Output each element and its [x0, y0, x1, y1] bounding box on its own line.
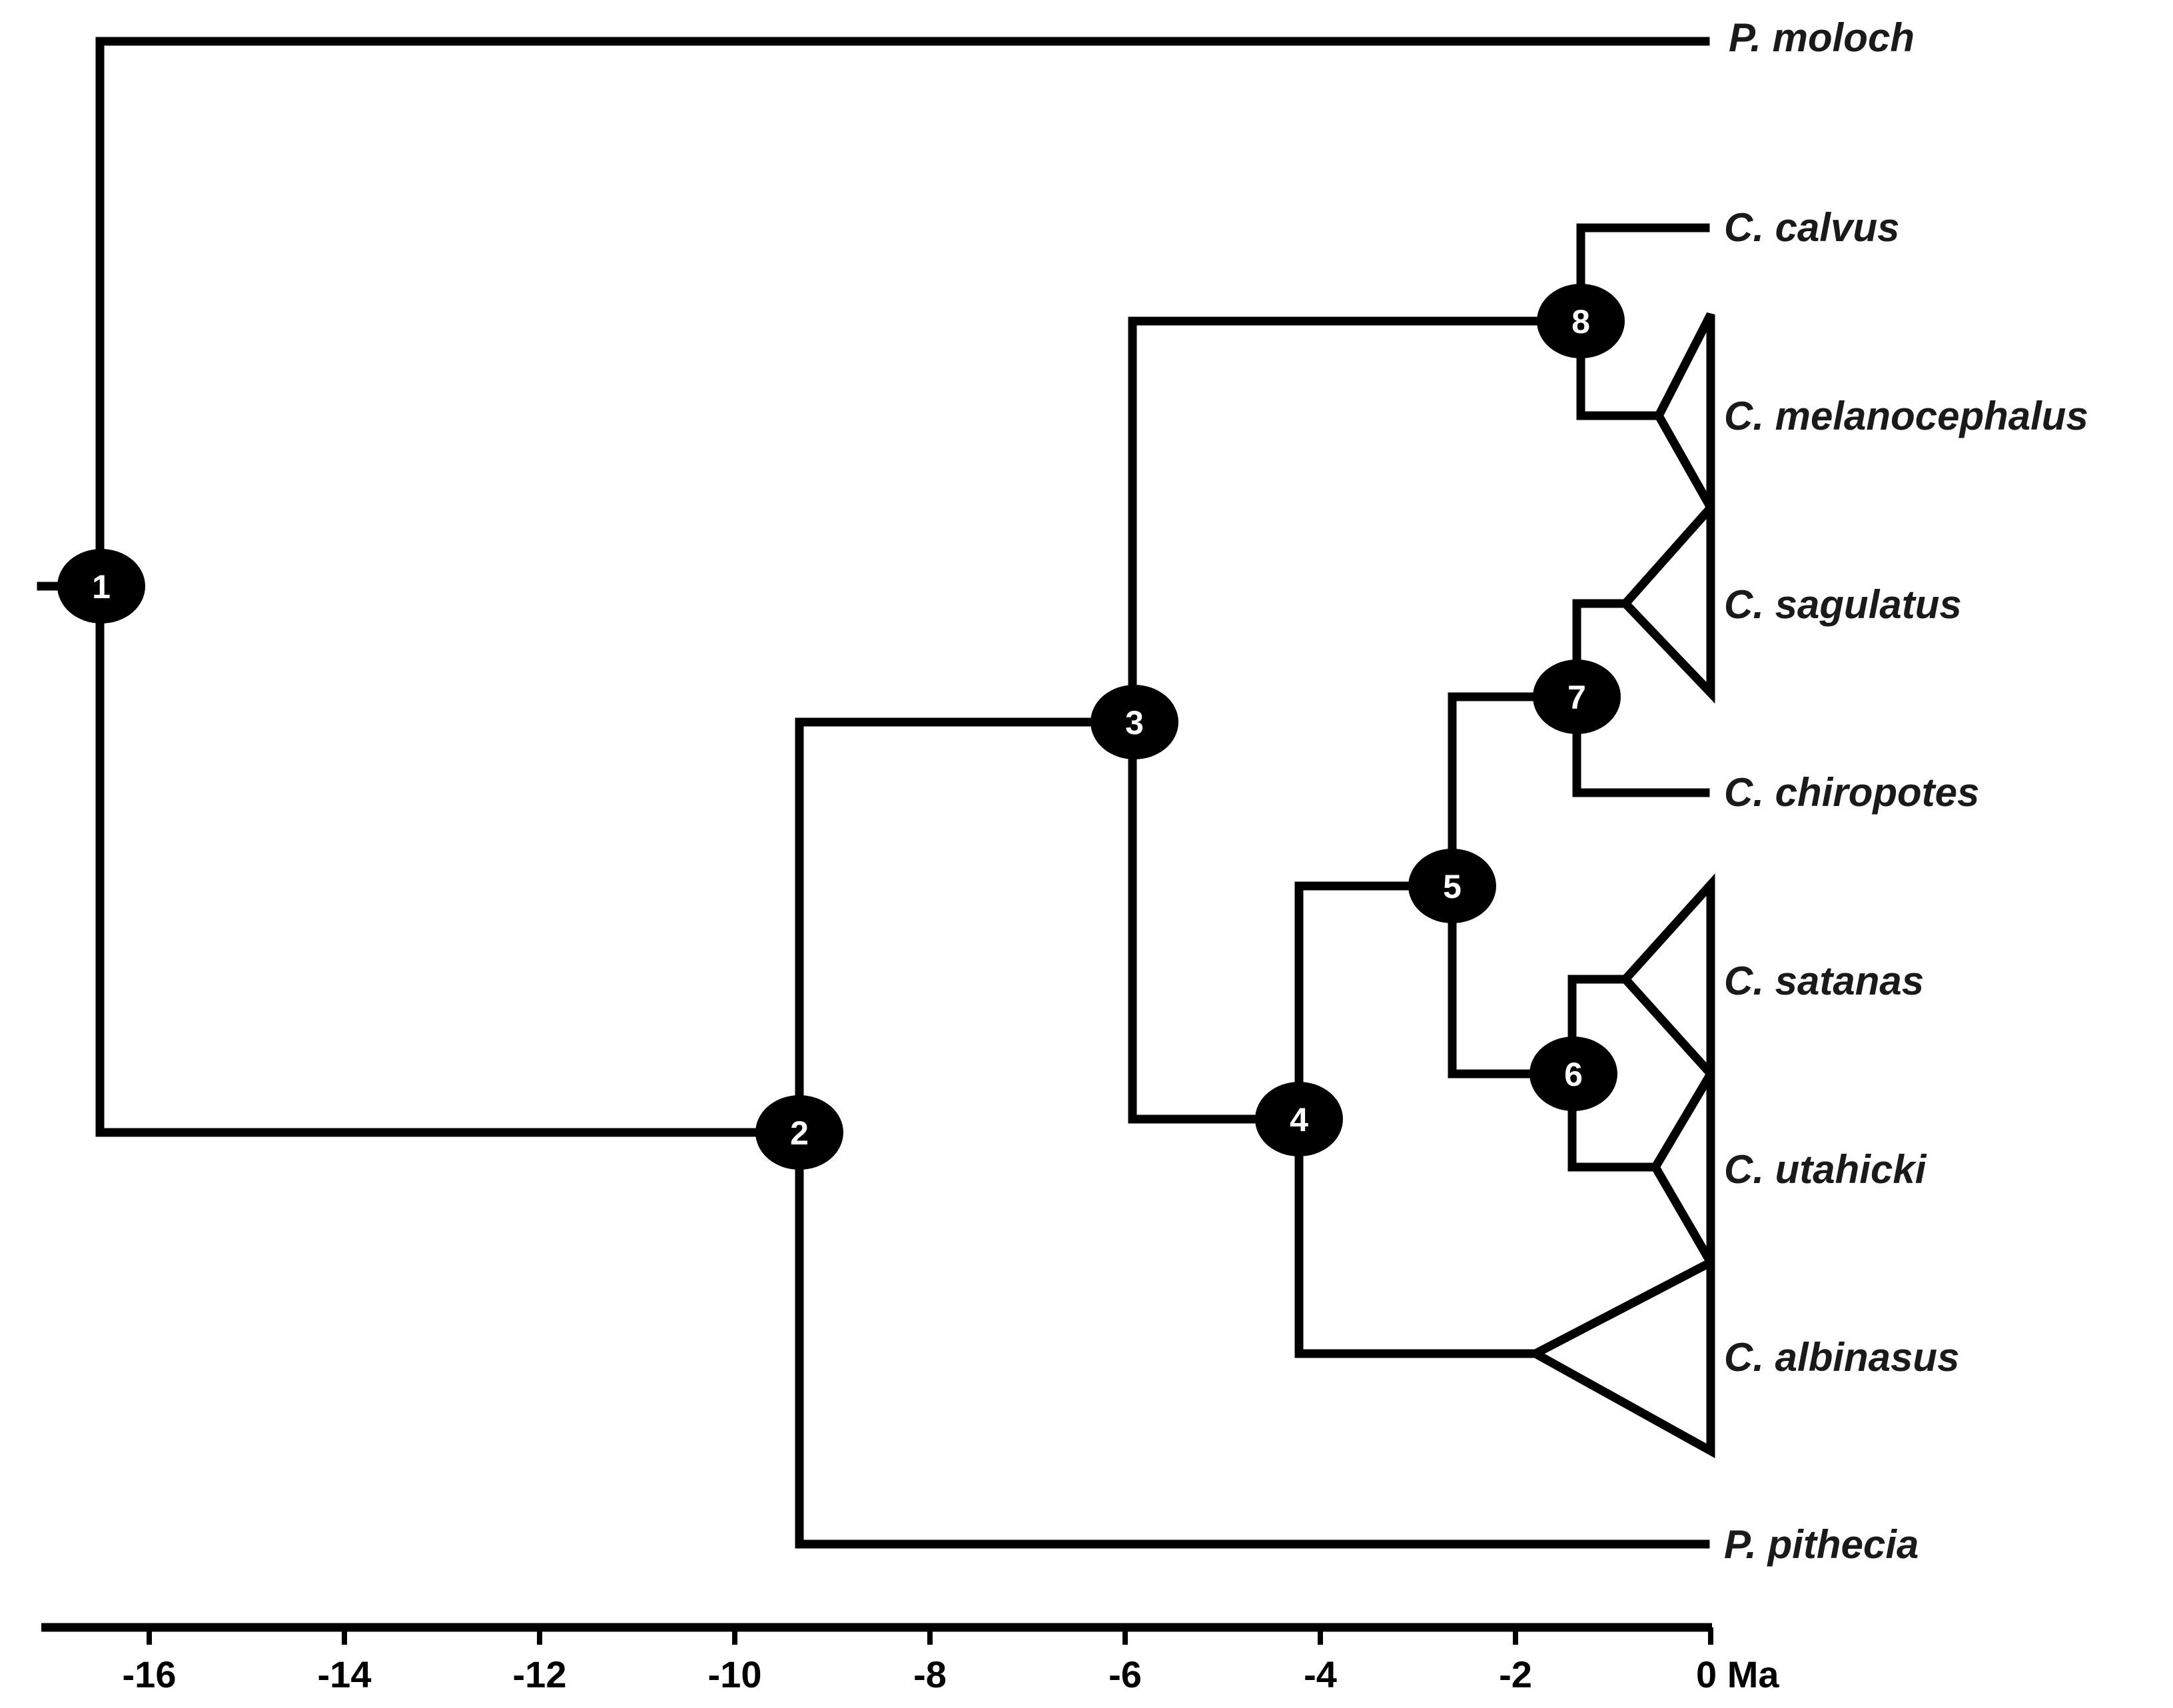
- taxon-label-c-calvus: C. calvus: [1724, 205, 1899, 250]
- taxon-label-c-sagulatus: C. sagulatus: [1724, 582, 1962, 627]
- node-3: 3: [1090, 685, 1178, 759]
- tree-nodes: 1 2 3 4 5 6 7 8: [57, 284, 1625, 1170]
- node-circle: [755, 1095, 843, 1170]
- node-circle: [1529, 1037, 1617, 1111]
- time-axis-tick-labels: -16 -14 -12 -10 -8 -6 -4 -2 0 Ma: [123, 1653, 1780, 1695]
- node-number: 6: [1564, 1056, 1583, 1093]
- time-axis-tick-label: -2: [1499, 1653, 1532, 1695]
- taxon-label-p-pithecia: P. pithecia: [1724, 1522, 1919, 1567]
- node-1: 1: [57, 549, 145, 624]
- node-number: 3: [1125, 704, 1144, 741]
- taxon-label-c-melanocephalus: C. melanocephalus: [1724, 394, 2088, 438]
- node-4: 4: [1255, 1082, 1343, 1156]
- time-axis-tick-label: -6: [1108, 1653, 1142, 1695]
- taxon-labels: P. moloch C. calvus C. melanocephalus C.…: [1724, 15, 2088, 1567]
- node-circle: [1537, 284, 1625, 358]
- node-5: 5: [1408, 849, 1496, 923]
- taxon-label-c-chiropotes: C. chiropotes: [1724, 770, 1979, 815]
- node-6: 6: [1529, 1037, 1617, 1111]
- clade-triangle-sagulatus: [1619, 496, 1715, 704]
- time-axis-tick-label: -14: [318, 1653, 372, 1695]
- tree-branches: [37, 37, 1710, 1549]
- clade-triangle-satanas: [1619, 873, 1715, 1085]
- time-axis: -16 -14 -12 -10 -8 -6 -4 -2 0 Ma: [41, 1623, 1780, 1695]
- clade-triangle-melanocephalus: [1653, 312, 1715, 524]
- time-axis-ticks: [147, 1627, 1713, 1645]
- collapsed-clades: [1526, 312, 1715, 1459]
- node-number: 8: [1571, 303, 1590, 340]
- clade-triangle-utahicki: [1650, 1058, 1715, 1279]
- node-number: 2: [790, 1114, 809, 1152]
- taxon-label-p-moloch: P. moloch: [1729, 15, 1915, 60]
- node-circle: [1090, 685, 1178, 759]
- time-axis-tick-label: -12: [513, 1653, 567, 1695]
- node-number: 1: [92, 568, 111, 606]
- node-circle: [1408, 849, 1496, 923]
- node-circle: [1533, 659, 1621, 734]
- node-number: 4: [1290, 1101, 1308, 1138]
- taxon-label-c-albinasus: C. albinasus: [1724, 1335, 1959, 1380]
- node-circle: [57, 549, 145, 624]
- clade-triangle-albinasus: [1526, 1255, 1715, 1459]
- node-number: 7: [1567, 679, 1586, 716]
- taxon-label-c-satanas: C. satanas: [1724, 959, 1924, 1003]
- time-axis-tick-label: -4: [1304, 1653, 1337, 1695]
- node-number: 5: [1443, 868, 1462, 905]
- node-circle: [1255, 1082, 1343, 1156]
- node-8: 8: [1537, 284, 1625, 358]
- time-axis-tick-label: -10: [708, 1653, 762, 1695]
- taxon-label-c-utahicki: C. utahicki: [1724, 1147, 1927, 1192]
- node-7: 7: [1533, 659, 1621, 734]
- time-axis-tick-label: -16: [123, 1653, 177, 1695]
- time-axis-tick-label: -8: [913, 1653, 947, 1695]
- time-axis-tick-label: 0 Ma: [1696, 1653, 1779, 1695]
- node-2: 2: [755, 1095, 843, 1170]
